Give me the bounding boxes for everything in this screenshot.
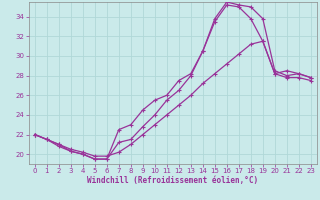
X-axis label: Windchill (Refroidissement éolien,°C): Windchill (Refroidissement éolien,°C) bbox=[87, 176, 258, 185]
